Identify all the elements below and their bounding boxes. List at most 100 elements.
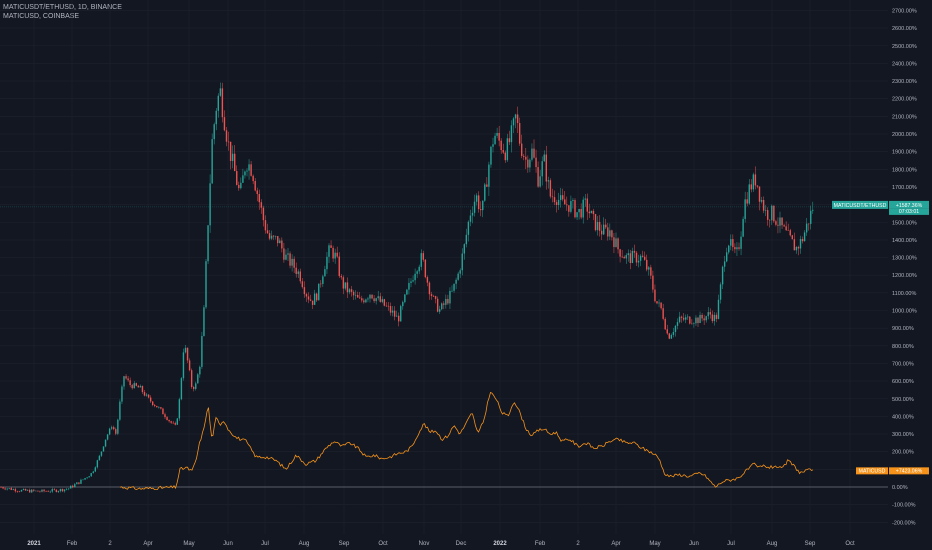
candle-body: [223, 117, 226, 131]
candle-body: [252, 175, 254, 182]
candle-body: [678, 316, 681, 323]
candle-body: [557, 199, 560, 205]
candle-body: [162, 408, 164, 415]
x-tick-label: 2: [108, 541, 112, 547]
y-tick-label: -100.00%: [892, 503, 916, 509]
candle-body: [605, 224, 607, 228]
candle-body: [664, 318, 666, 330]
candle-body: [63, 489, 66, 492]
candle-body: [783, 225, 785, 227]
candle-body: [18, 491, 21, 493]
candle-body: [484, 184, 486, 201]
candle-body: [131, 385, 133, 389]
candle-body: [502, 150, 504, 153]
candle-body: [322, 276, 324, 284]
candle-body: [566, 204, 568, 206]
candle-body: [582, 199, 584, 218]
candle-body: [494, 135, 496, 145]
candle-body: [29, 489, 31, 493]
candle-body: [377, 296, 379, 299]
candle-body: [439, 309, 441, 312]
candle-body: [635, 252, 638, 263]
candle-body: [88, 476, 90, 478]
candle-body: [80, 479, 82, 484]
candle-body: [631, 250, 634, 263]
candle-body: [336, 252, 338, 257]
candle-body: [180, 378, 183, 400]
candle-body: [188, 360, 191, 371]
candle-body: [176, 418, 178, 425]
candle-body: [221, 88, 224, 118]
candle-body: [123, 376, 125, 387]
candle-body: [767, 210, 769, 220]
candle-body: [771, 205, 773, 221]
x-tick-label: May: [649, 541, 660, 547]
candle-body: [391, 310, 394, 313]
x-tick-label: Oct: [378, 541, 388, 547]
y-tick-label: 1700.00%: [892, 185, 917, 191]
candle-body: [168, 419, 170, 422]
legend-compare-symbol[interactable]: MATICUSD, COINBASE: [3, 13, 80, 20]
main-series-countdown-tag-bg: [889, 208, 929, 215]
candle-body: [270, 235, 273, 239]
candle-body: [108, 428, 111, 435]
candle-body: [687, 316, 689, 318]
candle-body: [555, 202, 558, 205]
candle-body: [205, 261, 207, 308]
candle-body: [330, 245, 332, 248]
candle-body: [299, 271, 301, 282]
candle-body: [201, 336, 203, 367]
candle-body: [275, 236, 277, 237]
candle-body: [414, 273, 416, 281]
candle-body: [781, 217, 783, 226]
candle-body: [619, 249, 621, 257]
x-tick-label: Sep: [339, 541, 350, 547]
candle-body: [691, 323, 693, 325]
candle-body: [215, 110, 217, 125]
candle-body: [518, 123, 521, 144]
candle-body: [496, 132, 498, 136]
candle-body: [576, 212, 578, 218]
candle-body: [617, 238, 619, 250]
y-tick-label: 2200.00%: [892, 97, 917, 103]
legend-main-symbol[interactable]: MATICUSDT/ETHUSD, 1D, BINANCE: [3, 4, 122, 11]
x-tick-label: 2022: [493, 541, 507, 547]
candle-body: [615, 238, 617, 248]
candle-body: [67, 488, 70, 490]
candle-body: [453, 283, 455, 291]
candle-body: [47, 491, 49, 492]
candle-body: [717, 299, 720, 319]
candle-body: [164, 414, 166, 418]
main-series-value-tag-text: +1587.36%: [896, 203, 923, 209]
candle-body: [86, 477, 88, 479]
candle-body: [4, 488, 6, 490]
candle-body: [129, 380, 131, 386]
candle-body: [313, 293, 316, 305]
grid-lines: [0, 0, 888, 534]
candle-body: [674, 325, 677, 333]
x-tick-label: Apr: [611, 541, 620, 547]
candle-body: [693, 323, 695, 324]
candle-body: [389, 306, 392, 313]
candle-body: [543, 154, 545, 162]
candle-body: [564, 199, 566, 205]
candle-body: [43, 489, 45, 492]
candle-body: [133, 383, 135, 389]
candle-body: [598, 221, 601, 231]
candle-body: [568, 205, 570, 212]
candle-body: [475, 195, 478, 202]
candle-body: [812, 209, 814, 211]
candle-body: [369, 294, 371, 299]
candle-body: [670, 334, 673, 339]
candle-body: [744, 199, 746, 219]
y-tick-label: 1000.00%: [892, 309, 917, 315]
candle-body: [254, 181, 256, 191]
compare-series-value-tag-text: +7423.06%: [896, 468, 923, 474]
candle-body: [488, 164, 490, 187]
candle-body: [57, 491, 60, 493]
candle-body: [41, 489, 43, 492]
candle-body: [90, 473, 92, 477]
candle-body: [45, 491, 47, 492]
candle-body: [682, 317, 685, 320]
